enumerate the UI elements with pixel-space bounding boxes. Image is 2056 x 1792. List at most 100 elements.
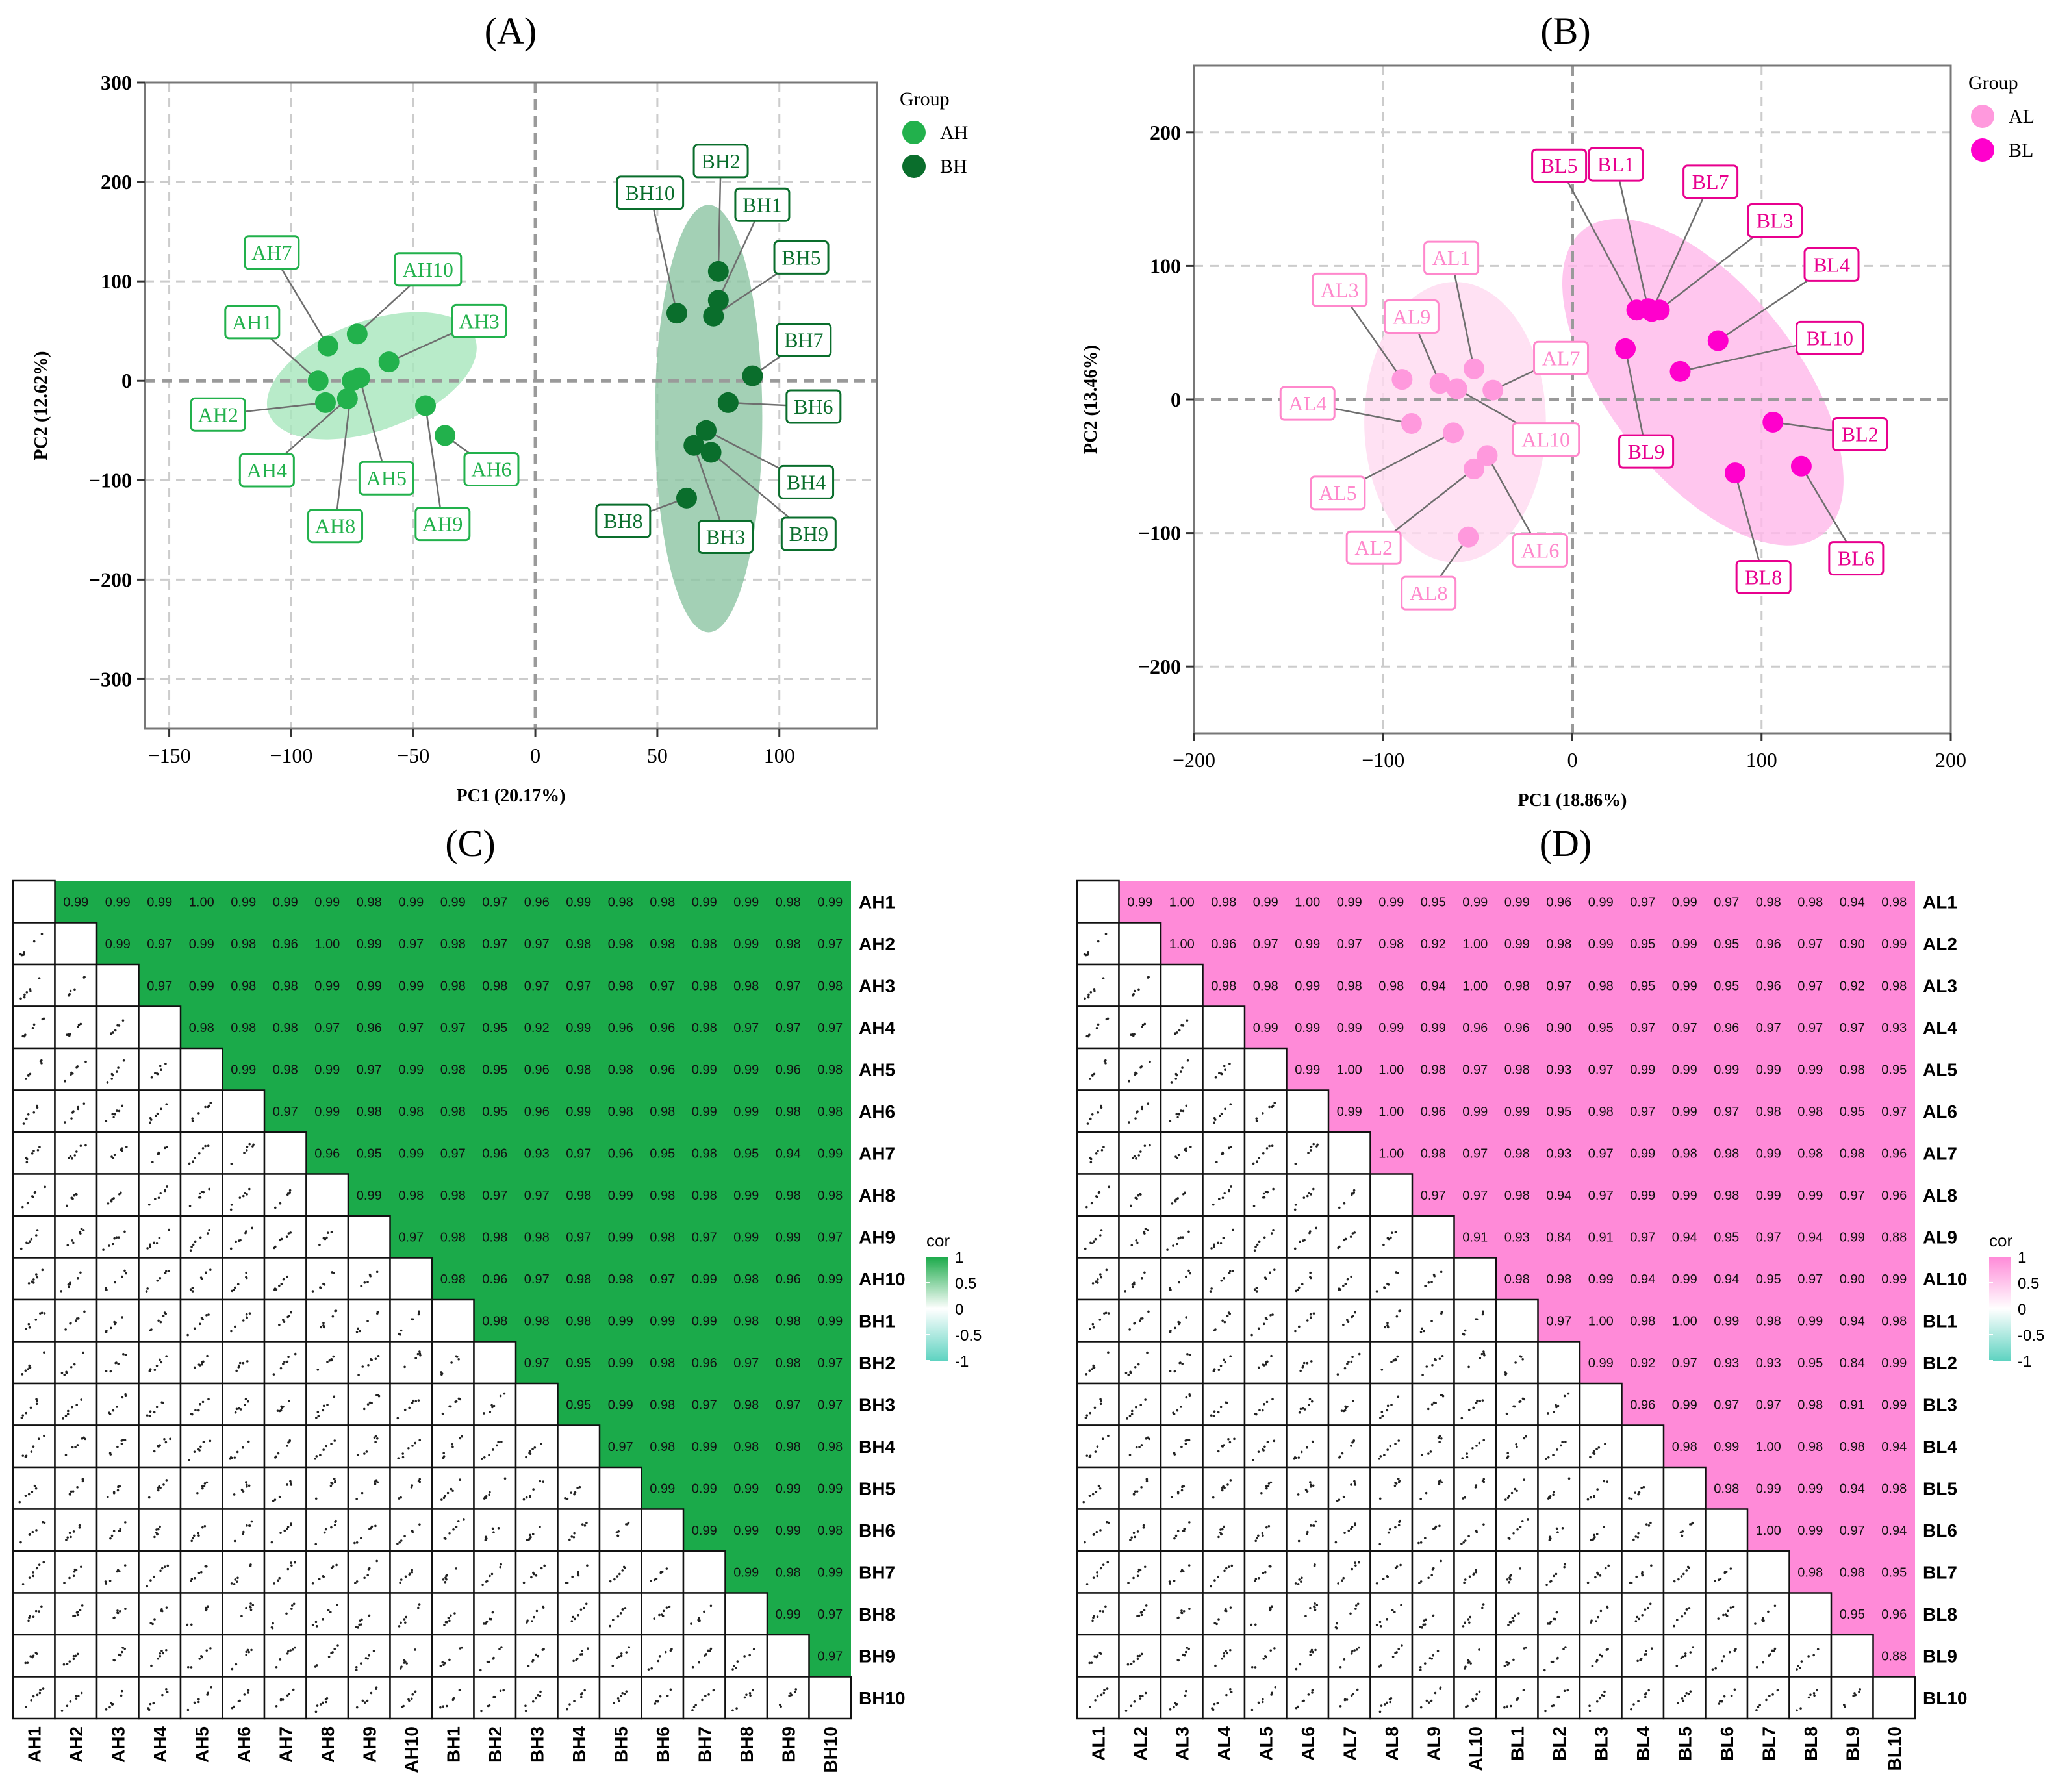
mini-scatter xyxy=(566,1689,586,1711)
x-tick-label: −150 xyxy=(148,744,191,767)
mini-scatter xyxy=(1334,1522,1356,1544)
mini-scatter-dot xyxy=(1649,1602,1652,1606)
mini-scatter-dot xyxy=(1302,1364,1304,1367)
mini-scatter-dot xyxy=(1221,1196,1225,1200)
mini-scatter-dot xyxy=(1233,1437,1236,1441)
mini-scatter-dot xyxy=(492,1656,495,1659)
mini-scatter-dot xyxy=(316,1411,320,1413)
mini-scatter xyxy=(149,1606,168,1626)
mini-scatter-dot xyxy=(1294,1330,1297,1333)
diagonal-cell xyxy=(1286,1089,1330,1133)
mini-scatter-dot xyxy=(576,1572,579,1575)
cor-value: 0.98 xyxy=(1421,1063,1446,1077)
mini-scatter-dot xyxy=(1295,1456,1297,1459)
mini-scatter xyxy=(1588,1690,1606,1713)
mini-scatter-dot xyxy=(1297,1583,1300,1585)
mini-scatter-dot xyxy=(1771,1693,1774,1696)
scatter-cell xyxy=(1076,963,1120,1007)
scatter-cell xyxy=(54,1257,98,1301)
mini-scatter-dot xyxy=(1100,1693,1103,1697)
mini-scatter-dot xyxy=(1177,1616,1180,1619)
scatter-cell xyxy=(222,1508,266,1552)
scatter-cell xyxy=(1202,1508,1246,1552)
cor-value: 1.00 xyxy=(314,937,340,952)
mini-scatter-dot xyxy=(1350,1445,1352,1447)
mini-scatter xyxy=(1462,1478,1486,1500)
mini-scatter-dot xyxy=(1555,1404,1557,1407)
mini-scatter-dot xyxy=(1546,1622,1549,1625)
mini-scatter-dot xyxy=(40,1059,43,1062)
mini-scatter-dot xyxy=(1224,1107,1226,1111)
mini-scatter-dot xyxy=(1681,1655,1684,1658)
mini-scatter xyxy=(147,1688,169,1711)
mini-scatter-dot xyxy=(1132,1532,1136,1534)
mini-scatter-dot xyxy=(1734,1648,1737,1650)
mini-scatter xyxy=(1378,1697,1393,1713)
mini-scatter xyxy=(1212,1355,1232,1372)
mini-scatter-dot xyxy=(1262,1534,1264,1537)
mini-scatter-dot xyxy=(1297,1289,1299,1291)
mini-scatter xyxy=(691,1647,713,1669)
mini-scatter xyxy=(270,1522,292,1544)
mini-scatter xyxy=(1419,1686,1442,1709)
mini-scatter-dot xyxy=(110,1078,114,1080)
mini-scatter-dot xyxy=(1807,1655,1810,1658)
mini-scatter-dot xyxy=(196,1491,199,1495)
mini-scatter-dot xyxy=(1336,1499,1339,1502)
mini-scatter-dot xyxy=(499,1565,501,1569)
point-bh2 xyxy=(707,260,729,282)
mini-scatter-dot xyxy=(585,1602,588,1606)
mini-scatter-dot xyxy=(334,1480,336,1482)
mini-scatter-dot xyxy=(1299,1407,1302,1411)
scatter-cell xyxy=(222,1424,266,1469)
mini-scatter-dot xyxy=(1515,1443,1517,1446)
mini-scatter xyxy=(186,1647,212,1669)
mini-scatter-dot xyxy=(1143,1144,1147,1147)
column-label: AL6 xyxy=(1298,1726,1318,1761)
mini-scatter-dot xyxy=(1726,1609,1729,1613)
mini-scatter-dot xyxy=(207,1605,209,1608)
mini-scatter-dot xyxy=(34,1609,38,1613)
point-bl7 xyxy=(1641,301,1662,322)
mini-scatter-dot xyxy=(289,1482,292,1485)
mini-scatter-dot xyxy=(32,1615,35,1618)
mini-scatter-dot xyxy=(1175,1113,1178,1116)
mini-scatter-dot xyxy=(1310,1400,1314,1403)
mini-scatter-dot xyxy=(1263,1236,1266,1239)
mini-scatter xyxy=(275,1646,296,1669)
scatter-cell xyxy=(1369,1298,1414,1343)
mini-scatter-dot xyxy=(1503,1706,1506,1709)
mini-scatter xyxy=(1260,1481,1273,1495)
mini-scatter-dot xyxy=(1684,1654,1687,1658)
point-label: AH7 xyxy=(251,241,292,264)
mini-scatter-dot xyxy=(1642,1485,1645,1489)
mini-scatter-dot xyxy=(30,1450,33,1453)
mini-scatter-dot xyxy=(1647,1689,1650,1692)
mini-scatter-dot xyxy=(1216,1702,1219,1705)
mini-scatter-dot xyxy=(1353,1649,1356,1652)
mini-scatter-dot xyxy=(242,1533,244,1535)
mini-scatter-dot xyxy=(1143,1565,1147,1569)
cor-value: 0.98 xyxy=(1714,1482,1739,1496)
mini-scatter-dot xyxy=(1343,1239,1345,1242)
scatter-cell xyxy=(1118,1257,1162,1301)
mini-scatter-dot xyxy=(111,1243,114,1246)
mini-scatter-dot xyxy=(401,1706,403,1708)
mini-scatter-dot xyxy=(1170,1496,1173,1498)
scatter-cell xyxy=(305,1466,349,1510)
mini-scatter-dot xyxy=(282,1362,285,1365)
cor-value: 0.91 xyxy=(1588,1230,1614,1244)
mini-scatter-dot xyxy=(1423,1330,1425,1333)
mini-scatter-dot xyxy=(1386,1448,1389,1451)
mini-scatter-dot xyxy=(1147,1310,1150,1313)
cor-value: 0.99 xyxy=(566,895,591,909)
mini-scatter-dot xyxy=(1219,1242,1223,1244)
scatter-cell xyxy=(389,1634,433,1678)
mini-scatter-dot xyxy=(1590,1621,1592,1624)
mini-scatter-dot xyxy=(1084,1247,1087,1250)
mini-scatter xyxy=(1590,1526,1605,1541)
mini-scatter-dot xyxy=(21,1454,25,1457)
scatter-cell xyxy=(12,1298,56,1343)
cor-value: 0.98 xyxy=(692,1146,717,1161)
mini-scatter-dot xyxy=(1182,1609,1186,1613)
